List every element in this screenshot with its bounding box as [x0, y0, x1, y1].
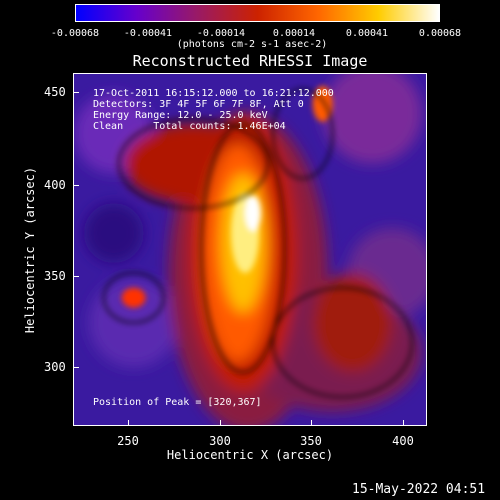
y-tick-label: 400	[44, 178, 66, 192]
observation-time: 17-Oct-2011 16:15:12.000 to 16:21:12.000	[93, 88, 334, 99]
x-tick-mark	[311, 420, 312, 426]
x-tick-mark	[220, 420, 221, 426]
x-tick-label: 350	[300, 434, 322, 448]
x-axis-label: Heliocentric X (arcsec)	[166, 448, 334, 462]
y-tick-label: 350	[44, 269, 66, 283]
y-tick-mark	[73, 367, 79, 368]
x-tick-label: 250	[117, 434, 139, 448]
image-title: Reconstructed RHESSI Image	[132, 52, 368, 70]
colorbar-tick-label: -0.00068	[50, 28, 100, 39]
y-axis-label: Heliocentric Y (arcsec)	[23, 166, 37, 334]
detectors-info: Detectors: 3F 4F 5F 6F 7F 8F, Att 0	[93, 99, 304, 110]
heatmap-image	[74, 74, 426, 425]
image-plot-area	[73, 73, 427, 426]
y-tick-label: 450	[44, 85, 66, 99]
y-tick-mark	[73, 185, 79, 186]
x-tick-mark	[403, 420, 404, 426]
colorbar	[75, 4, 440, 22]
colorbar-tick-label: -0.00014	[196, 28, 246, 39]
y-tick-mark	[73, 92, 79, 93]
y-tick-mark	[73, 276, 79, 277]
x-tick-label: 300	[209, 434, 231, 448]
colorbar-tick-label: 0.00014	[272, 28, 316, 39]
x-tick-label: 400	[392, 434, 414, 448]
colorbar-tick-label: 0.00041	[345, 28, 389, 39]
clean-counts-info: Clean Total counts: 1.46E+04	[93, 121, 286, 132]
colorbar-unit-label: (photons cm-2 s-1 asec-2)	[176, 39, 328, 50]
energy-range-info: Energy Range: 12.0 - 25.0 keV	[93, 110, 268, 121]
colorbar-tick-label: 0.00068	[418, 28, 462, 39]
colorbar-tick-label: -0.00041	[123, 28, 173, 39]
generation-datestamp: 15-May-2022 04:51	[352, 482, 486, 497]
peak-position-info: Position of Peak = [320,367]	[93, 397, 262, 408]
x-tick-mark	[128, 420, 129, 426]
y-tick-label: 300	[44, 360, 66, 374]
